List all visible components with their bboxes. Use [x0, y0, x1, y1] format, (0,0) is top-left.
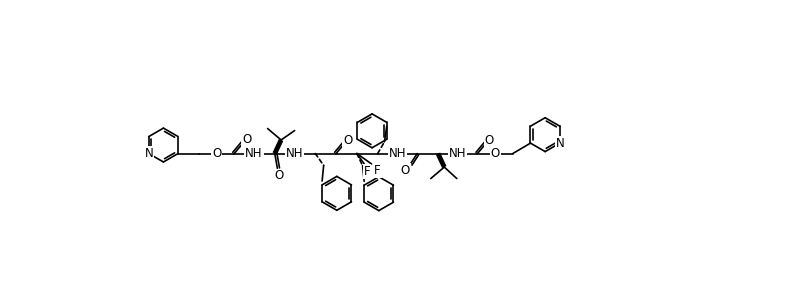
Text: O: O: [212, 147, 221, 160]
Text: NH: NH: [286, 147, 303, 160]
Text: NH: NH: [389, 147, 407, 160]
Text: O: O: [400, 164, 410, 177]
Text: NH: NH: [246, 147, 262, 160]
Text: NH: NH: [449, 147, 466, 160]
Text: N: N: [555, 136, 564, 150]
Text: O: O: [343, 133, 353, 147]
Text: F: F: [374, 164, 381, 177]
Text: O: O: [490, 147, 500, 160]
Text: O: O: [275, 169, 283, 182]
Text: O: O: [242, 133, 251, 146]
Text: O: O: [485, 133, 493, 147]
Text: N: N: [144, 147, 153, 160]
Text: F: F: [364, 165, 370, 178]
